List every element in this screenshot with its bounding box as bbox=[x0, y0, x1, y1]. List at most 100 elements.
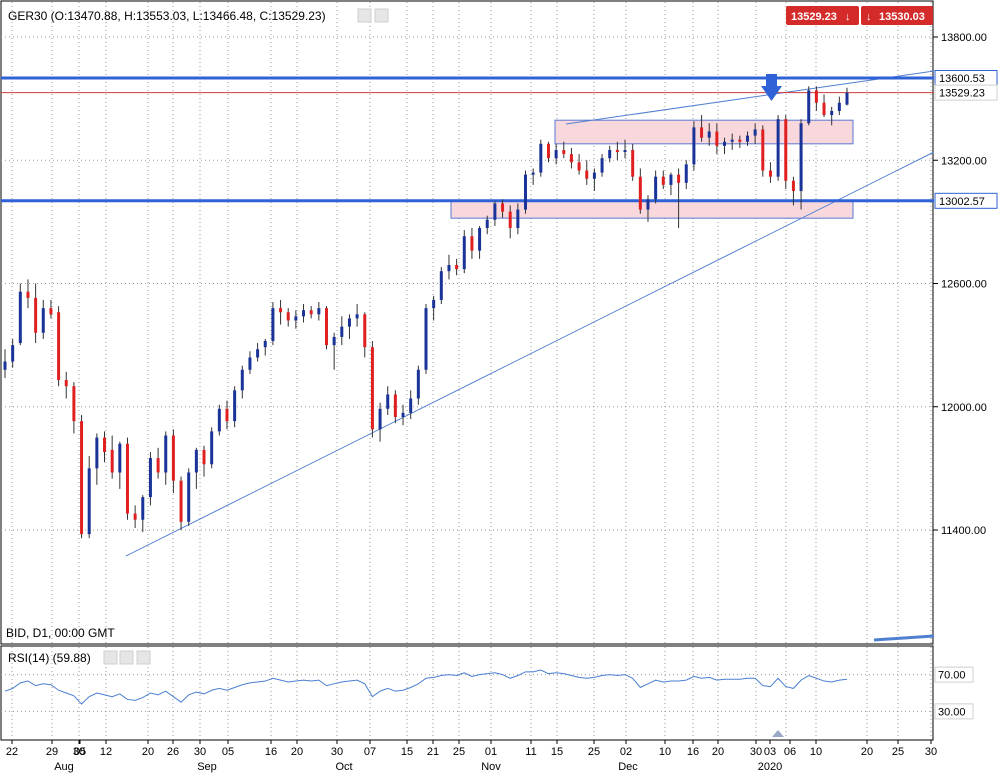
candle-body bbox=[677, 174, 681, 183]
x-day-label: 25 bbox=[892, 746, 904, 758]
down-arrow-icon[interactable] bbox=[761, 74, 782, 101]
x-day-label: 05 bbox=[74, 746, 86, 758]
candle bbox=[57, 306, 61, 387]
candle bbox=[332, 332, 336, 370]
rsi-settings-icon[interactable] bbox=[103, 650, 118, 665]
y-tick-label: 13200.00 bbox=[941, 155, 987, 167]
candle bbox=[317, 301, 321, 321]
candle bbox=[309, 306, 313, 319]
candle bbox=[623, 139, 627, 159]
candle bbox=[386, 386, 390, 415]
candle-body bbox=[638, 176, 642, 210]
settings-icon[interactable] bbox=[357, 8, 372, 23]
candle bbox=[439, 267, 443, 305]
candle bbox=[539, 139, 543, 177]
candle-body bbox=[256, 349, 260, 358]
candle-body bbox=[516, 209, 520, 229]
candle bbox=[80, 414, 84, 539]
rsi-edit-icon[interactable] bbox=[119, 650, 134, 665]
candle-body bbox=[210, 431, 214, 465]
candle bbox=[684, 160, 688, 190]
candle-body bbox=[393, 394, 397, 418]
candle-body bbox=[531, 172, 535, 175]
rsi-label: RSI(14) (59.88) bbox=[8, 651, 91, 665]
x-day-label: 10 bbox=[659, 746, 671, 758]
x-day-label: 30 bbox=[73, 746, 85, 758]
ask-badge[interactable]: ↓ 13530.03 bbox=[861, 6, 933, 25]
candle bbox=[363, 312, 367, 358]
candle-body bbox=[248, 357, 252, 370]
candle-body bbox=[814, 90, 818, 103]
candle bbox=[340, 316, 344, 346]
candle bbox=[585, 160, 589, 185]
candle bbox=[378, 402, 382, 442]
candle-body bbox=[600, 158, 604, 173]
candle bbox=[432, 295, 436, 321]
candle bbox=[615, 141, 619, 161]
rsi-level-tag bbox=[934, 703, 974, 720]
candle bbox=[416, 365, 420, 405]
candle-body bbox=[768, 170, 772, 177]
candle-body bbox=[34, 297, 38, 333]
bid-badge[interactable]: 13529.23 ↓ bbox=[786, 6, 859, 25]
candle bbox=[64, 371, 68, 399]
candle-body bbox=[171, 435, 175, 481]
candle-body bbox=[286, 312, 290, 321]
bid-price: 13529.23 bbox=[791, 11, 837, 23]
candle bbox=[347, 314, 351, 339]
candle bbox=[370, 341, 374, 438]
candle bbox=[501, 199, 505, 218]
candle-body bbox=[141, 497, 145, 520]
candle-body bbox=[401, 412, 405, 418]
upper-channel-trendline[interactable] bbox=[565, 70, 935, 125]
chart-info-label: BID, D1, 00:00 GMT bbox=[6, 626, 115, 640]
candle bbox=[638, 168, 642, 214]
candle-body bbox=[791, 180, 795, 192]
x-day-label: 16 bbox=[687, 746, 699, 758]
candle-body bbox=[439, 271, 443, 300]
main-panel-frame bbox=[0, 0, 934, 645]
rsi-level-tag bbox=[934, 666, 974, 683]
candle bbox=[738, 135, 742, 148]
x-day-label: 12 bbox=[100, 746, 112, 758]
close-icon[interactable] bbox=[374, 8, 389, 23]
rsi-line bbox=[4, 669, 848, 705]
candle bbox=[654, 170, 658, 204]
candle-body bbox=[631, 149, 635, 177]
candle bbox=[248, 351, 252, 374]
candle-body bbox=[409, 398, 413, 413]
candle-body bbox=[263, 341, 267, 348]
candle-body bbox=[41, 308, 45, 333]
support-price-tag: 13002.57 bbox=[934, 192, 998, 209]
candle-body bbox=[761, 129, 765, 171]
rsi-close-icon[interactable] bbox=[136, 650, 151, 665]
rsi-level-label: 30.00 bbox=[938, 706, 966, 718]
ask-down-arrow-icon: ↓ bbox=[866, 11, 872, 23]
candle-body bbox=[347, 318, 351, 327]
ascending-trendline[interactable] bbox=[125, 151, 935, 557]
candle bbox=[210, 427, 214, 469]
candle-body bbox=[684, 164, 688, 183]
candle-body bbox=[822, 102, 826, 116]
candle bbox=[355, 304, 359, 327]
candle-body bbox=[524, 174, 528, 210]
candle bbox=[271, 301, 275, 346]
bid-down-arrow-icon: ↓ bbox=[845, 11, 851, 23]
candle bbox=[531, 168, 535, 185]
candle-body bbox=[501, 203, 505, 212]
x-day-label: 20 bbox=[861, 746, 873, 758]
x-month-label: Dec bbox=[618, 761, 638, 773]
candle-body bbox=[485, 219, 489, 229]
candle bbox=[324, 306, 328, 350]
candle-body bbox=[577, 162, 581, 171]
y-axis: 13800.00 13200.00 12600.00 12000.00 11400.00 bbox=[933, 32, 987, 537]
candle bbox=[11, 338, 15, 368]
candle bbox=[141, 495, 145, 533]
candle-body bbox=[194, 449, 198, 473]
candle-body bbox=[799, 123, 803, 192]
candle-body bbox=[539, 143, 543, 173]
candle bbox=[546, 141, 550, 163]
candle bbox=[462, 230, 466, 274]
bottom-right-trendline-fragment[interactable] bbox=[873, 634, 935, 642]
candle bbox=[110, 435, 114, 479]
